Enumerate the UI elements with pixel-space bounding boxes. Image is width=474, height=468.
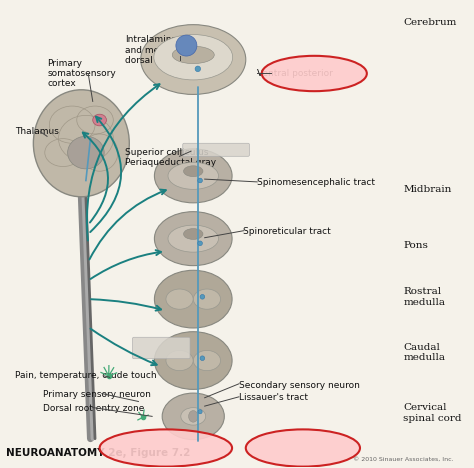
- Ellipse shape: [168, 225, 219, 252]
- Ellipse shape: [183, 228, 203, 240]
- Ellipse shape: [246, 430, 360, 467]
- Text: Cervical
spinal cord: Cervical spinal cord: [403, 403, 462, 423]
- Ellipse shape: [193, 289, 220, 309]
- Text: Superior colliculus
Periaqueductal gray: Superior colliculus Periaqueductal gray: [125, 147, 216, 167]
- Text: Rostral
medulla: Rostral medulla: [403, 287, 446, 307]
- Text: Ventral posterior: Ventral posterior: [257, 69, 333, 78]
- FancyBboxPatch shape: [133, 337, 190, 358]
- Ellipse shape: [195, 66, 201, 72]
- Text: Cerebrum: Cerebrum: [403, 18, 457, 27]
- Ellipse shape: [198, 410, 202, 414]
- Text: Pons: Pons: [403, 241, 428, 250]
- Text: Caudal
medulla: Caudal medulla: [403, 343, 446, 362]
- Text: Primary
somatosensory
cortex: Primary somatosensory cortex: [47, 58, 116, 88]
- Ellipse shape: [198, 241, 202, 246]
- Ellipse shape: [189, 410, 198, 422]
- Text: Thalamus: Thalamus: [15, 127, 59, 136]
- Text: Intralaminar
and medio-
dorsal nuclei: Intralaminar and medio- dorsal nuclei: [125, 36, 182, 65]
- Ellipse shape: [193, 351, 220, 371]
- Ellipse shape: [162, 393, 224, 439]
- Text: Midbrain: Midbrain: [403, 185, 452, 194]
- Text: © 2010 Sinauer Associates, Inc.: © 2010 Sinauer Associates, Inc.: [353, 457, 454, 462]
- Ellipse shape: [100, 430, 232, 467]
- Text: Spinoreticular tract: Spinoreticular tract: [244, 227, 331, 236]
- FancyBboxPatch shape: [183, 143, 249, 156]
- Ellipse shape: [181, 408, 206, 425]
- Ellipse shape: [183, 166, 203, 176]
- Ellipse shape: [155, 212, 232, 266]
- Text: Lissauer's tract: Lissauer's tract: [239, 393, 308, 402]
- Ellipse shape: [168, 162, 219, 190]
- Ellipse shape: [155, 271, 232, 328]
- Ellipse shape: [262, 56, 367, 91]
- Ellipse shape: [33, 90, 129, 197]
- Ellipse shape: [176, 35, 197, 56]
- Text: Dorsal root entry zone: Dorsal root entry zone: [43, 404, 144, 413]
- Ellipse shape: [172, 46, 214, 64]
- Ellipse shape: [155, 332, 232, 389]
- Ellipse shape: [166, 289, 193, 309]
- Text: NEUROANATOMY 2e, Figure 7.2: NEUROANATOMY 2e, Figure 7.2: [6, 448, 191, 458]
- Ellipse shape: [166, 351, 193, 371]
- Ellipse shape: [141, 25, 246, 95]
- Ellipse shape: [68, 136, 104, 169]
- Text: Pain, temperature, crude touch: Pain, temperature, crude touch: [15, 372, 157, 380]
- Text: Spinomesencephalic tract: Spinomesencephalic tract: [257, 178, 375, 187]
- Ellipse shape: [200, 294, 205, 299]
- Ellipse shape: [155, 149, 232, 203]
- Ellipse shape: [154, 35, 233, 80]
- Ellipse shape: [93, 114, 107, 126]
- Ellipse shape: [200, 356, 205, 360]
- Text: Secondary sensory neuron: Secondary sensory neuron: [239, 380, 360, 390]
- Ellipse shape: [198, 178, 202, 183]
- Text: Primary sensory neuron: Primary sensory neuron: [43, 390, 150, 399]
